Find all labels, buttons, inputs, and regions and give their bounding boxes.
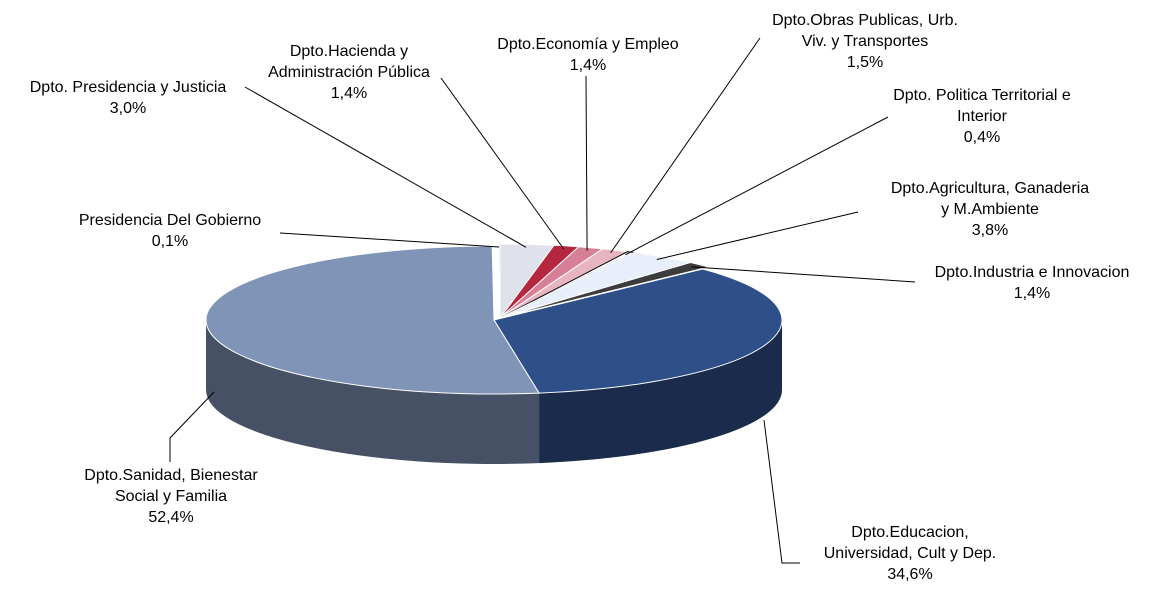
slice-value-label: 0,1% bbox=[151, 233, 189, 250]
slice-value-label: 0,4% bbox=[963, 129, 1001, 146]
slice-label-line: y M.Ambiente bbox=[941, 201, 1039, 218]
pie-top-faces bbox=[205, 243, 783, 395]
slice-value-label: 3,0% bbox=[109, 100, 147, 117]
pie-slice-7 bbox=[493, 268, 783, 394]
leader-line-8 bbox=[169, 391, 215, 462]
slice-label-line: Dpto.Economía y Empleo bbox=[497, 36, 679, 53]
slice-value-label: 34,6% bbox=[887, 566, 933, 583]
slice-label-4: Dpto. Politica Territorial e Interior 0,4% bbox=[862, 85, 1102, 148]
slice-label-line: Dpto. Presidencia y Justicia bbox=[29, 79, 227, 96]
slice-value-label: 52,4% bbox=[148, 509, 194, 526]
leader-line-4 bbox=[625, 116, 889, 256]
leader-line-0 bbox=[244, 86, 527, 248]
pie-side-7 bbox=[539, 320, 782, 464]
slice-label-line: Presidencia Del Gobierno bbox=[78, 212, 262, 229]
slice-value-label: 1,4% bbox=[1013, 285, 1051, 302]
slice-label-2: Dpto.Economía y Empleo 1,4% bbox=[468, 34, 708, 76]
slice-label-0: Dpto. Presidencia y Justicia 3,0% bbox=[8, 77, 248, 119]
slice-label-line: Dpto.Educacion, bbox=[851, 524, 969, 541]
slice-label-7: Dpto.Educacion, Universidad, Cult y Dep. 3… bbox=[780, 522, 1040, 585]
slice-label-line: Dpto.Hacienda y bbox=[289, 43, 409, 60]
slice-label-8: Dpto.Sanidad, Bienestar Social y Familia 5… bbox=[46, 465, 296, 528]
slice-value-label: 1,4% bbox=[330, 85, 368, 102]
slice-label-line: Dpto.Sanidad, Bienestar bbox=[84, 467, 258, 484]
pie-side-8 bbox=[206, 320, 540, 464]
pie-slice-8 bbox=[205, 245, 540, 395]
slice-label-5: Dpto.Agricultura, Ganaderia y M.Ambiente 3… bbox=[860, 178, 1120, 241]
leader-line-3 bbox=[610, 37, 761, 254]
slice-label-1: Dpto.Hacienda y Administración Pública 1,4… bbox=[244, 41, 454, 104]
pie-side-walls bbox=[206, 320, 782, 464]
slice-label-line: Social y Familia bbox=[114, 488, 228, 505]
leader-line-1 bbox=[440, 77, 565, 250]
slice-label-3: Dpto.Obras Publicas, Urb. Viv. y Transpor… bbox=[740, 10, 990, 73]
slice-label-6: Dpto.Industria e Innovacion 1,4% bbox=[912, 262, 1152, 304]
slice-label-line: Viv. y Transportes bbox=[801, 33, 929, 50]
slice-label-line: Dpto.Obras Publicas, Urb. bbox=[772, 12, 958, 29]
slice-label-line: Interior bbox=[957, 108, 1007, 125]
leader-line-7 bbox=[763, 419, 800, 564]
pie-slice-9 bbox=[497, 243, 501, 319]
leader-line-5 bbox=[656, 211, 859, 260]
slice-value-label: 1,4% bbox=[569, 57, 607, 74]
slice-label-line: Dpto.Industria e Innovacion bbox=[934, 264, 1130, 281]
leader-line-2 bbox=[585, 75, 588, 251]
leader-lines bbox=[169, 37, 916, 564]
slice-label-line: Dpto.Agricultura, Ganaderia bbox=[890, 180, 1090, 197]
slice-label-9: Presidencia Del Gobierno 0,1% bbox=[40, 210, 300, 252]
slice-value-label: 1,5% bbox=[846, 54, 884, 71]
slice-label-line: Dpto. Politica Territorial e bbox=[893, 87, 1071, 104]
slice-value-label: 3,8% bbox=[971, 222, 1009, 239]
leader-line-6 bbox=[691, 266, 916, 283]
slice-label-line: Universidad, Cult y Dep. bbox=[823, 545, 997, 562]
slice-label-line: Administración Pública bbox=[268, 64, 430, 81]
pie-slice-6 bbox=[499, 261, 709, 319]
leader-line-9 bbox=[279, 232, 500, 248]
